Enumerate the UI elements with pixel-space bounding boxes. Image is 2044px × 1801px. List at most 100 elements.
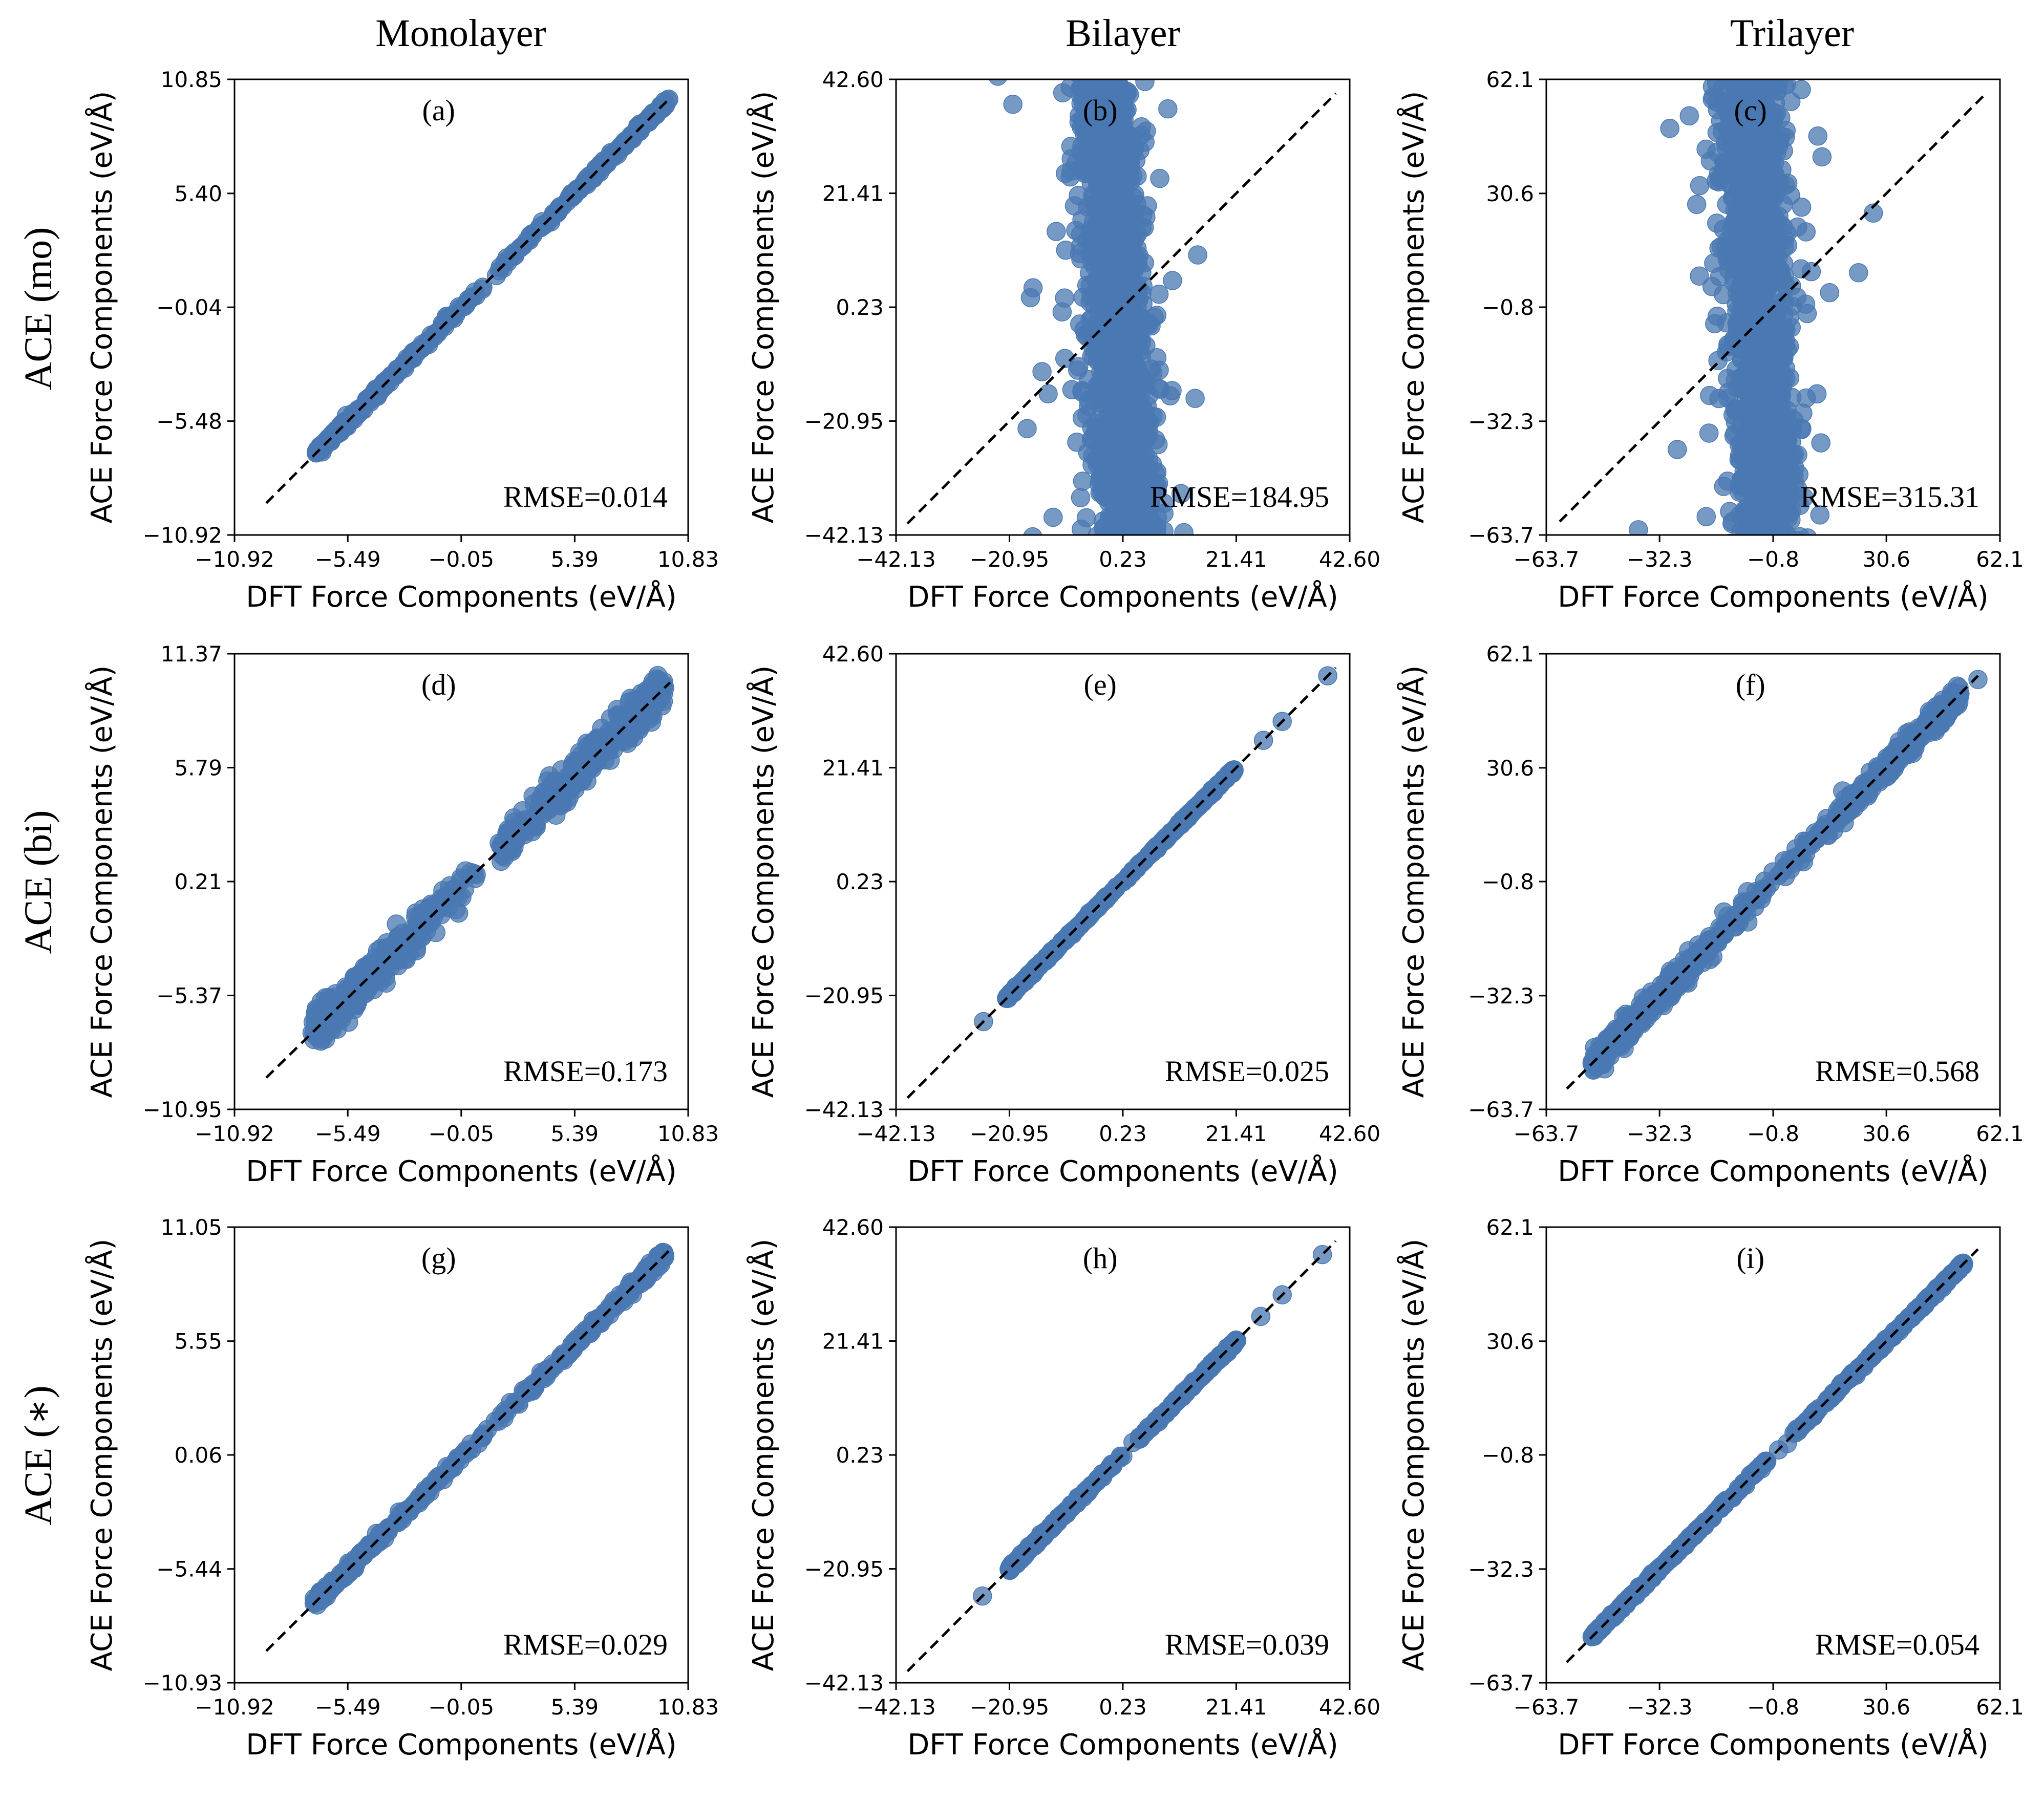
- data-point: [1735, 405, 1755, 425]
- data-point: [1077, 275, 1097, 295]
- data-point: [1116, 102, 1135, 121]
- x-tick-label: −10.92: [195, 547, 274, 572]
- x-tick-label: 10.83: [657, 547, 719, 572]
- data-point: [1763, 379, 1783, 398]
- data-point: [1104, 276, 1124, 296]
- data-point: [1174, 523, 1194, 535]
- data-point: [1188, 245, 1207, 265]
- data-point: [1726, 533, 1736, 535]
- y-axis-label: ACE Force Components (eV/Å): [1397, 91, 1431, 524]
- data-point: [1758, 330, 1777, 349]
- y-tick-label: −5.37: [156, 983, 222, 1009]
- data-point: [1073, 471, 1093, 491]
- data-point: [597, 741, 616, 761]
- data-point: [311, 999, 330, 1018]
- data-point: [1792, 197, 1812, 217]
- data-point: [1710, 169, 1730, 189]
- data-point: [1668, 440, 1687, 459]
- x-tick-label: −10.92: [195, 1121, 274, 1146]
- identity-line: [265, 681, 671, 1079]
- x-tick-label: 42.60: [1319, 547, 1380, 572]
- y-tick-label: −10.95: [143, 1097, 222, 1122]
- points-group: [1629, 79, 1883, 535]
- data-point: [1114, 222, 1134, 241]
- data-point: [1720, 502, 1739, 521]
- data-point: [562, 764, 582, 783]
- scatter-panel-b: −42.13 −20.95 0.23 21.41 42.60−42.13−20.950.…: [747, 67, 1380, 614]
- data-point: [1810, 505, 1830, 525]
- y-tick-label: 0.21: [174, 869, 222, 894]
- data-point: [1737, 271, 1757, 291]
- data-point: [1132, 263, 1152, 283]
- data-point: [1020, 288, 1040, 308]
- x-tick-label: −0.05: [428, 1121, 494, 1146]
- y-tick-label: 10.85: [161, 67, 222, 92]
- x-tick-label: −0.8: [1747, 547, 1799, 572]
- data-point: [1135, 79, 1155, 91]
- data-point: [1118, 372, 1138, 391]
- data-point: [1728, 179, 1748, 199]
- data-point: [1163, 271, 1182, 290]
- data-point: [1158, 99, 1178, 119]
- data-point: [1071, 488, 1091, 507]
- y-tick-label: −42.13: [804, 1097, 884, 1122]
- data-point: [1699, 423, 1719, 443]
- data-point: [1003, 95, 1023, 114]
- data-point: [615, 136, 634, 156]
- data-point: [1781, 317, 1801, 337]
- x-tick-label: 10.83: [657, 1121, 719, 1146]
- y-tick-label: −0.04: [156, 295, 222, 320]
- panel-label: (c): [1734, 94, 1767, 127]
- data-point: [1101, 212, 1120, 232]
- identity-line: [906, 667, 1337, 1099]
- data-point: [1072, 408, 1092, 428]
- scatter-panel-e: −42.13 −20.95 0.23 21.41 42.60−42.13−20.950.…: [747, 641, 1380, 1188]
- data-point: [1129, 279, 1148, 298]
- row-title-ace-mo: ACE (mo): [17, 227, 60, 391]
- data-point: [1700, 151, 1720, 171]
- data-point: [1742, 255, 1762, 275]
- y-axis-label: ACE Force Components (eV/Å): [85, 91, 119, 524]
- data-point: [1707, 306, 1727, 326]
- y-axis-label: ACE Force Components (eV/Å): [85, 666, 119, 1098]
- y-tick-label: −63.7: [1468, 523, 1534, 548]
- data-point: [1820, 283, 1840, 303]
- identity-line: [265, 97, 671, 504]
- data-point: [1702, 90, 1722, 109]
- identity-line: [1559, 93, 1986, 523]
- y-tick-label: −42.13: [804, 523, 884, 548]
- y-tick-label: 11.37: [161, 641, 222, 667]
- data-point: [1075, 156, 1094, 176]
- data-point: [1738, 311, 1758, 331]
- y-tick-label: −10.92: [143, 523, 222, 548]
- panel-label: (b): [1083, 94, 1118, 127]
- data-point: [1098, 302, 1118, 321]
- row-title-ace-bi: ACE (bi): [17, 810, 60, 954]
- data-point: [1736, 79, 1754, 85]
- data-point: [1138, 196, 1157, 216]
- data-point: [1098, 242, 1118, 262]
- data-point: [1087, 384, 1106, 404]
- data-point: [1687, 195, 1707, 215]
- y-tick-label: 42.60: [822, 67, 884, 92]
- data-point: [1782, 388, 1802, 408]
- data-point: [620, 722, 640, 742]
- x-tick-label: 0.23: [1099, 1121, 1147, 1146]
- points-group: [1582, 670, 1988, 1080]
- data-point: [424, 898, 444, 918]
- rmse-annotation: RMSE=184.95: [1150, 480, 1329, 513]
- data-point: [1017, 419, 1037, 438]
- x-tick-label: −32.3: [1627, 547, 1693, 572]
- y-tick-label: 42.60: [822, 641, 884, 667]
- data-point: [1690, 176, 1710, 196]
- rmse-annotation: RMSE=0.173: [503, 1055, 668, 1088]
- data-point: [542, 796, 562, 816]
- data-point: [1120, 196, 1140, 216]
- data-point: [1773, 217, 1793, 237]
- panel-label: (e): [1084, 668, 1117, 701]
- data-point: [1744, 377, 1763, 396]
- data-point: [1044, 507, 1063, 527]
- row-title-ace-star: ACE (∗): [17, 1385, 60, 1525]
- data-point: [1114, 479, 1133, 499]
- data-point: [1099, 492, 1118, 512]
